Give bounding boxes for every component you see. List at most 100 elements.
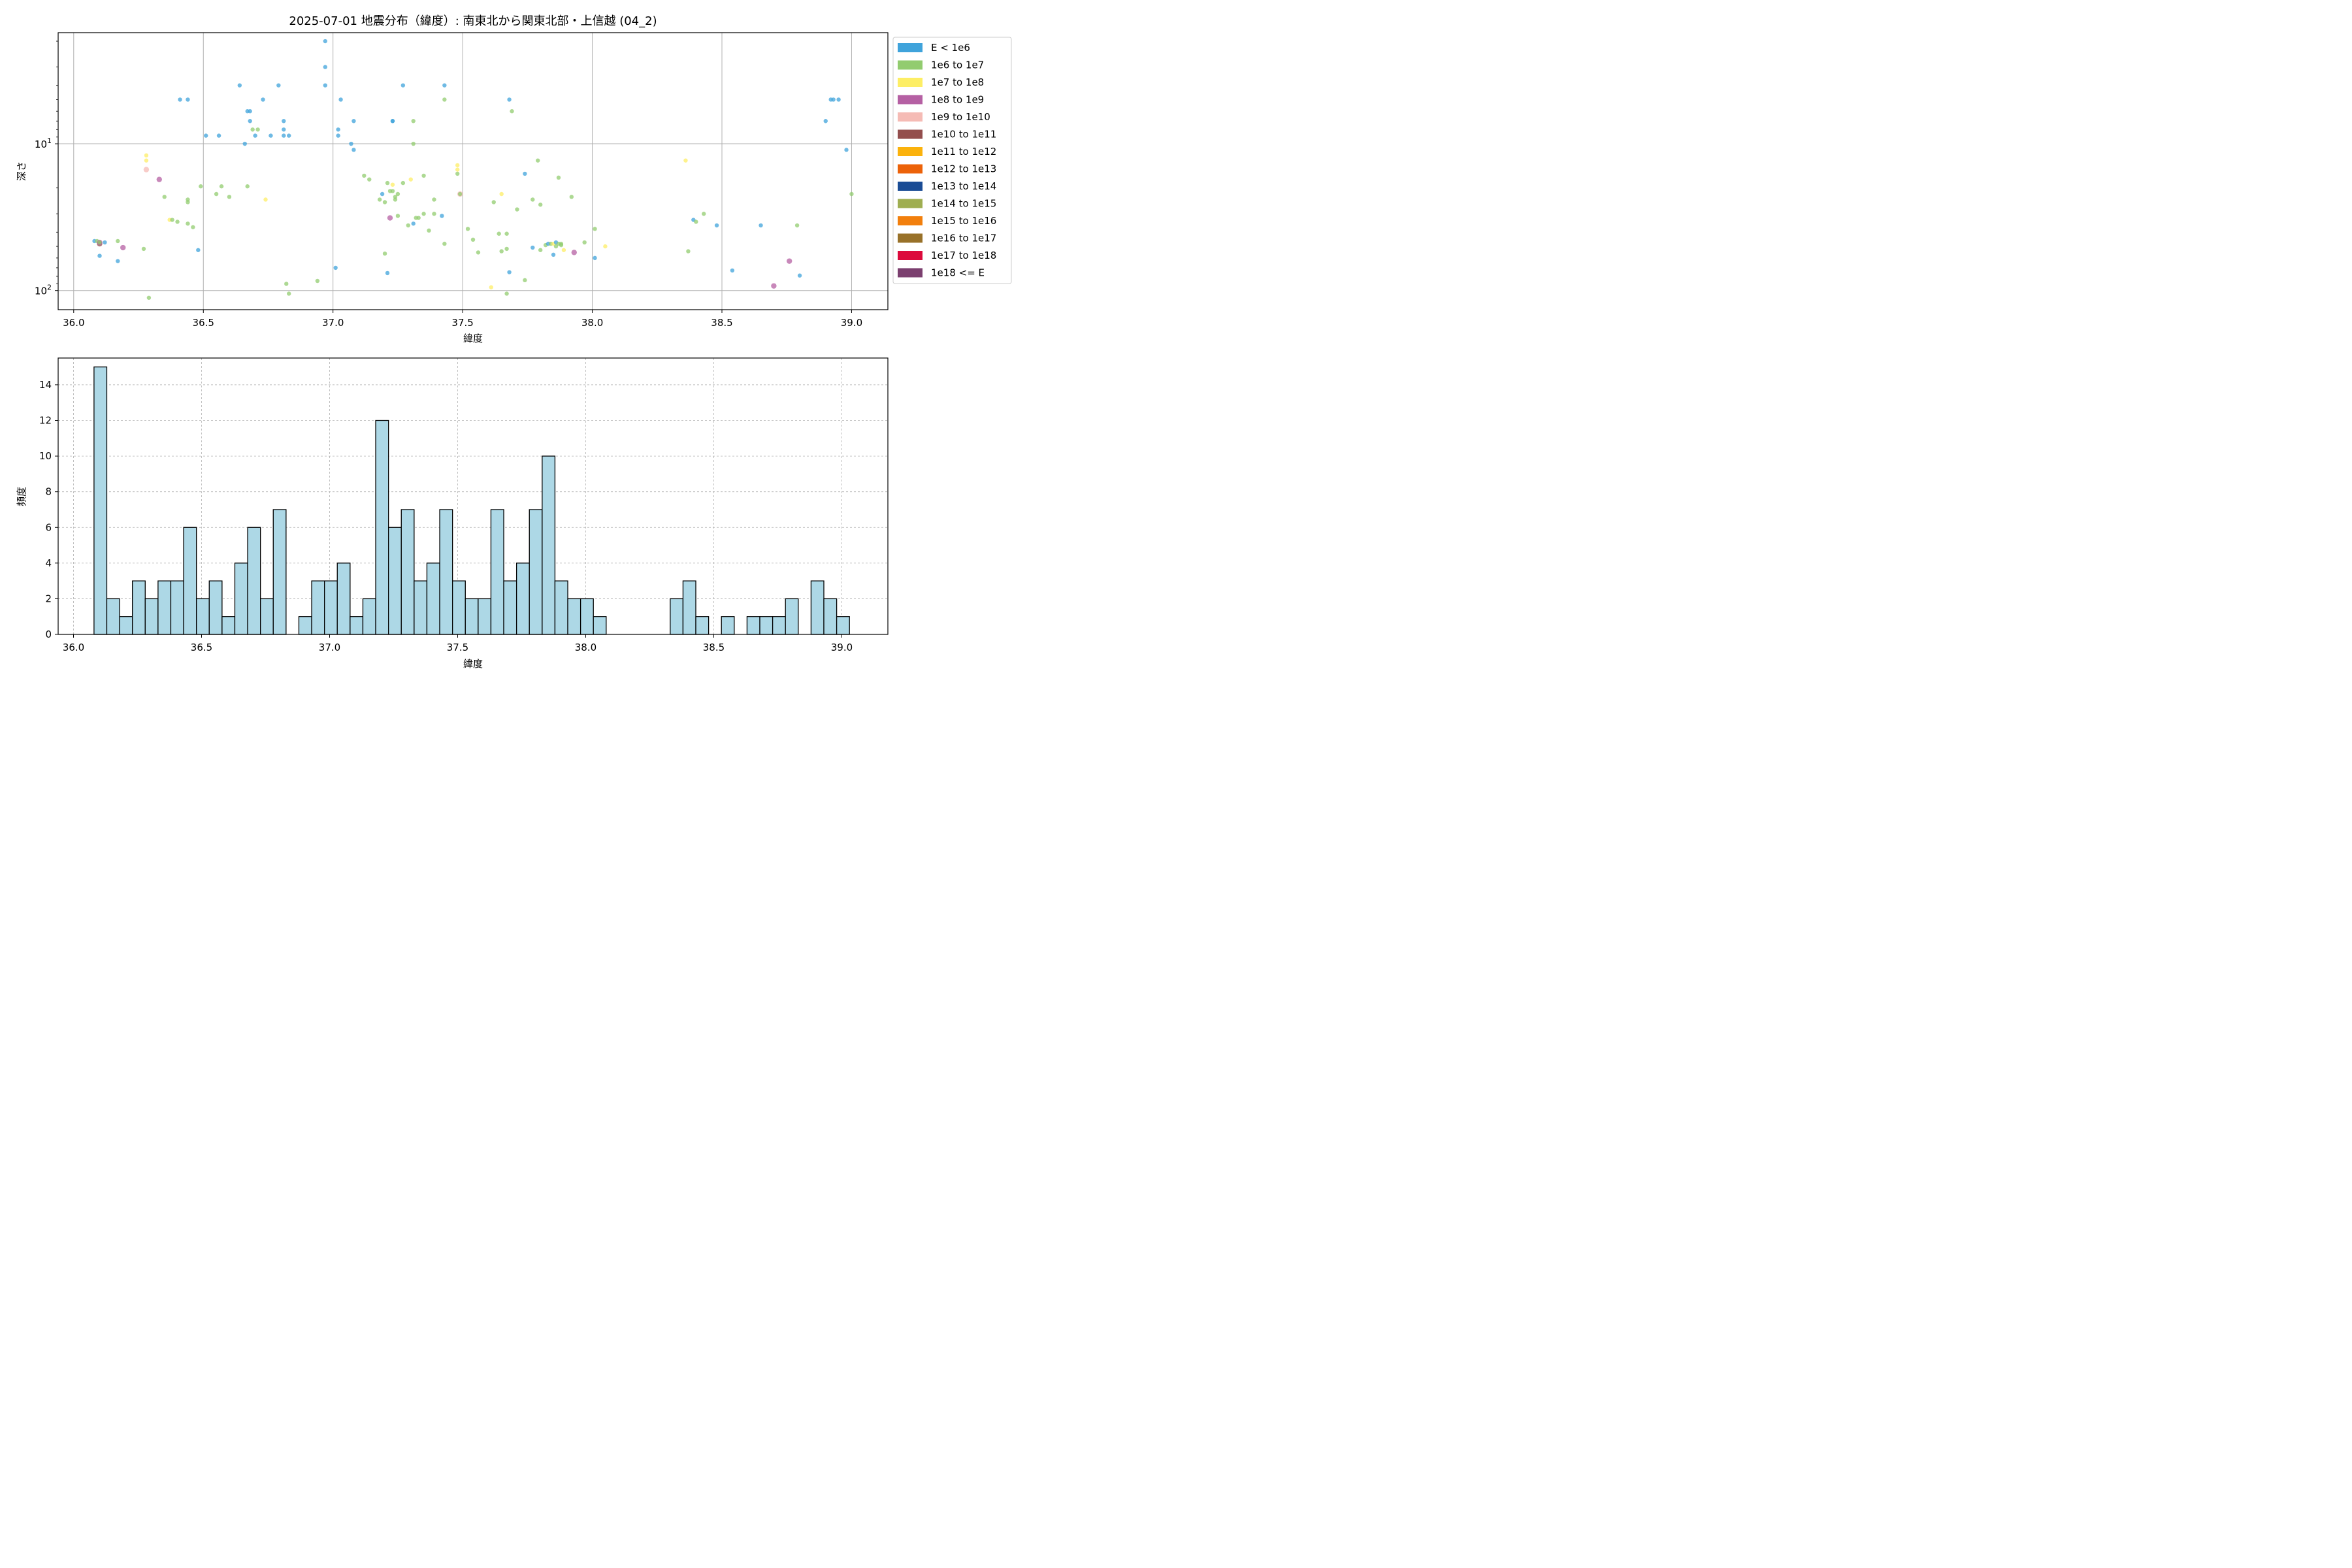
scatter-point bbox=[390, 189, 395, 193]
histogram-bar bbox=[823, 598, 838, 635]
scatter-point bbox=[510, 109, 514, 114]
scatter-point bbox=[390, 119, 395, 123]
histogram-bar bbox=[746, 616, 760, 635]
scatter-point bbox=[248, 119, 252, 123]
scatter-point bbox=[759, 223, 763, 228]
scatter-grid bbox=[58, 33, 888, 310]
scatter-axes-frame bbox=[57, 32, 889, 310]
scatter-point bbox=[191, 225, 195, 229]
scatter-point bbox=[338, 97, 343, 102]
scatter-point bbox=[849, 191, 854, 197]
scatter-point bbox=[120, 244, 126, 251]
histogram-bar bbox=[478, 598, 492, 635]
scatter-y-ticks: 101 102 bbox=[35, 41, 58, 297]
scatter-x-tick-label: 37.0 bbox=[322, 317, 344, 329]
histogram-x-tick-label: 36.5 bbox=[191, 642, 212, 653]
scatter-point bbox=[499, 249, 504, 253]
legend-label: 1e13 to 1e14 bbox=[931, 180, 996, 192]
scatter-point bbox=[146, 295, 152, 300]
histogram-bars bbox=[93, 366, 850, 635]
histogram-bar bbox=[170, 580, 184, 635]
histogram-bar bbox=[272, 509, 287, 635]
histogram-bar bbox=[836, 616, 850, 635]
scatter-point bbox=[507, 270, 512, 274]
histogram-bar bbox=[208, 580, 223, 635]
histogram-bar bbox=[426, 563, 440, 635]
scatter-point bbox=[237, 83, 242, 88]
scatter-point bbox=[216, 133, 221, 138]
scatter-point bbox=[380, 191, 385, 197]
scatter-point bbox=[263, 197, 268, 202]
scatter-point bbox=[282, 119, 286, 123]
scatter-point bbox=[323, 65, 327, 69]
histogram-bar bbox=[196, 598, 210, 635]
scatter-point bbox=[199, 184, 203, 189]
histogram-bar bbox=[247, 527, 261, 635]
scatter-point bbox=[538, 203, 543, 207]
histogram-bar bbox=[772, 616, 786, 635]
histogram-x-label: 緯度 bbox=[463, 658, 483, 670]
scatter-point bbox=[504, 291, 509, 296]
scatter-point bbox=[504, 246, 509, 252]
legend-swatch bbox=[898, 251, 923, 260]
histogram-bar bbox=[298, 616, 312, 635]
scatter-point bbox=[178, 97, 182, 102]
scatter-point bbox=[844, 148, 849, 152]
scatter-point bbox=[465, 227, 470, 231]
scatter-point bbox=[250, 127, 255, 132]
histogram-y-tick-label: 4 bbox=[45, 557, 52, 569]
scatter-point bbox=[831, 97, 836, 102]
scatter-point bbox=[97, 253, 102, 258]
scatter-point bbox=[569, 195, 574, 199]
scatter-panel: 2025-07-01 地震分布（緯度）: 南東北から関東北部・上信越 (04_2… bbox=[16, 14, 1012, 344]
scatter-point bbox=[175, 220, 180, 224]
histogram-bar bbox=[260, 598, 274, 635]
scatter-x-tick-label: 36.5 bbox=[193, 317, 214, 329]
legend-swatch bbox=[898, 78, 923, 87]
histogram-y-label: 頻度 bbox=[16, 487, 27, 506]
legend-label: 1e10 to 1e11 bbox=[931, 129, 996, 140]
scatter-point bbox=[455, 163, 460, 168]
scatter-point bbox=[393, 197, 398, 202]
histogram-bar bbox=[400, 509, 415, 635]
histogram-bar bbox=[132, 580, 146, 635]
scatter-point bbox=[170, 218, 174, 222]
histogram-bar bbox=[106, 598, 120, 635]
scatter-point bbox=[497, 231, 501, 236]
histogram-bar bbox=[529, 509, 543, 635]
legend-swatch bbox=[898, 268, 923, 278]
scatter-point bbox=[593, 227, 597, 231]
scatter-point bbox=[287, 291, 291, 296]
scatter-point bbox=[457, 191, 463, 197]
scatter-point bbox=[442, 241, 447, 246]
scatter-point bbox=[284, 282, 289, 286]
scatter-point bbox=[582, 240, 587, 245]
scatter-point bbox=[282, 127, 286, 132]
histogram-bar bbox=[503, 580, 517, 635]
scatter-point bbox=[442, 97, 447, 102]
scatter-point bbox=[186, 221, 190, 226]
scatter-point bbox=[421, 173, 426, 178]
scatter-point bbox=[714, 223, 719, 228]
scatter-point bbox=[561, 248, 566, 252]
scatter-point bbox=[683, 158, 688, 163]
scatter-point bbox=[323, 39, 327, 44]
scatter-point bbox=[730, 268, 735, 273]
legend-swatch bbox=[898, 199, 923, 208]
histogram-bar bbox=[785, 598, 799, 635]
histogram-bar bbox=[580, 598, 594, 635]
scatter-point bbox=[836, 97, 841, 102]
scatter-point bbox=[242, 141, 247, 146]
histogram-bar bbox=[542, 455, 556, 635]
legend-swatch bbox=[898, 60, 923, 70]
histogram-bar bbox=[119, 616, 133, 635]
scatter-point bbox=[536, 158, 540, 163]
scatter-title: 2025-07-01 地震分布（緯度）: 南東北から関東北部・上信越 (04_2… bbox=[289, 14, 657, 28]
histogram-x-tick-label: 37.0 bbox=[319, 642, 340, 653]
histogram-bar bbox=[93, 366, 108, 635]
histogram-bar bbox=[387, 527, 402, 635]
scatter-point bbox=[491, 200, 496, 204]
histogram-bar bbox=[465, 598, 479, 635]
scatter-point bbox=[432, 197, 436, 202]
scatter-x-tick-label: 39.0 bbox=[841, 317, 862, 329]
